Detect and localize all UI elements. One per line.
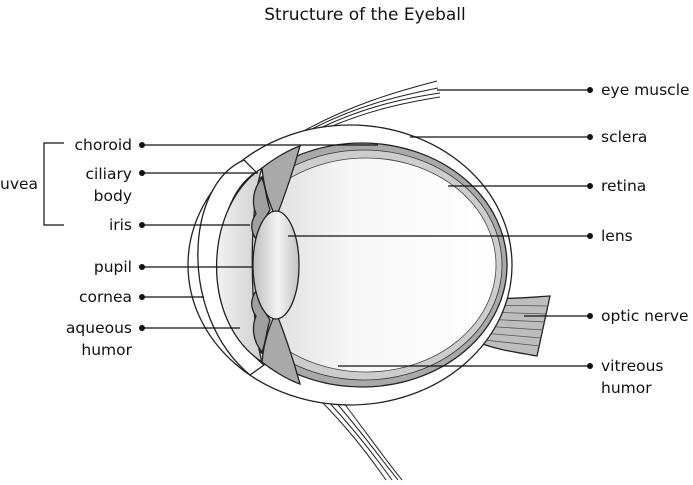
label-sclera: sclera	[601, 128, 647, 146]
eye-muscle-bottom	[317, 397, 403, 481]
ciliary-body-lower	[261, 310, 301, 386]
label-optic-nerve: optic nerve	[601, 307, 689, 325]
uvea-bracket	[43, 142, 64, 226]
label-lens: lens	[601, 227, 633, 245]
label-eye-muscle: eye muscle	[601, 81, 690, 99]
ciliary-body-upper	[261, 144, 301, 220]
label-pupil: pupil	[94, 258, 132, 276]
label-vitreous-humor-line1: vitreous	[601, 357, 664, 375]
label-ciliary-body-line2: body	[94, 187, 132, 205]
label-cornea: cornea	[79, 288, 132, 306]
label-aqueous-humor-line2: humor	[81, 341, 132, 359]
diagram-title: Structure of the Eyeball	[264, 5, 466, 25]
label-choroid: choroid	[75, 136, 133, 154]
label-uvea: uvea	[0, 175, 38, 193]
label-iris: iris	[109, 216, 132, 234]
leader-lines-right	[288, 87, 593, 369]
label-retina: retina	[601, 177, 646, 195]
lens-shape	[252, 210, 300, 320]
label-ciliary-body-line1: ciliary	[86, 165, 133, 183]
label-aqueous-humor-line1: aqueous	[66, 319, 132, 337]
eye-muscle-top	[299, 80, 441, 134]
leader-lines-left	[139, 142, 378, 331]
label-vitreous-humor-line2: humor	[601, 379, 652, 397]
